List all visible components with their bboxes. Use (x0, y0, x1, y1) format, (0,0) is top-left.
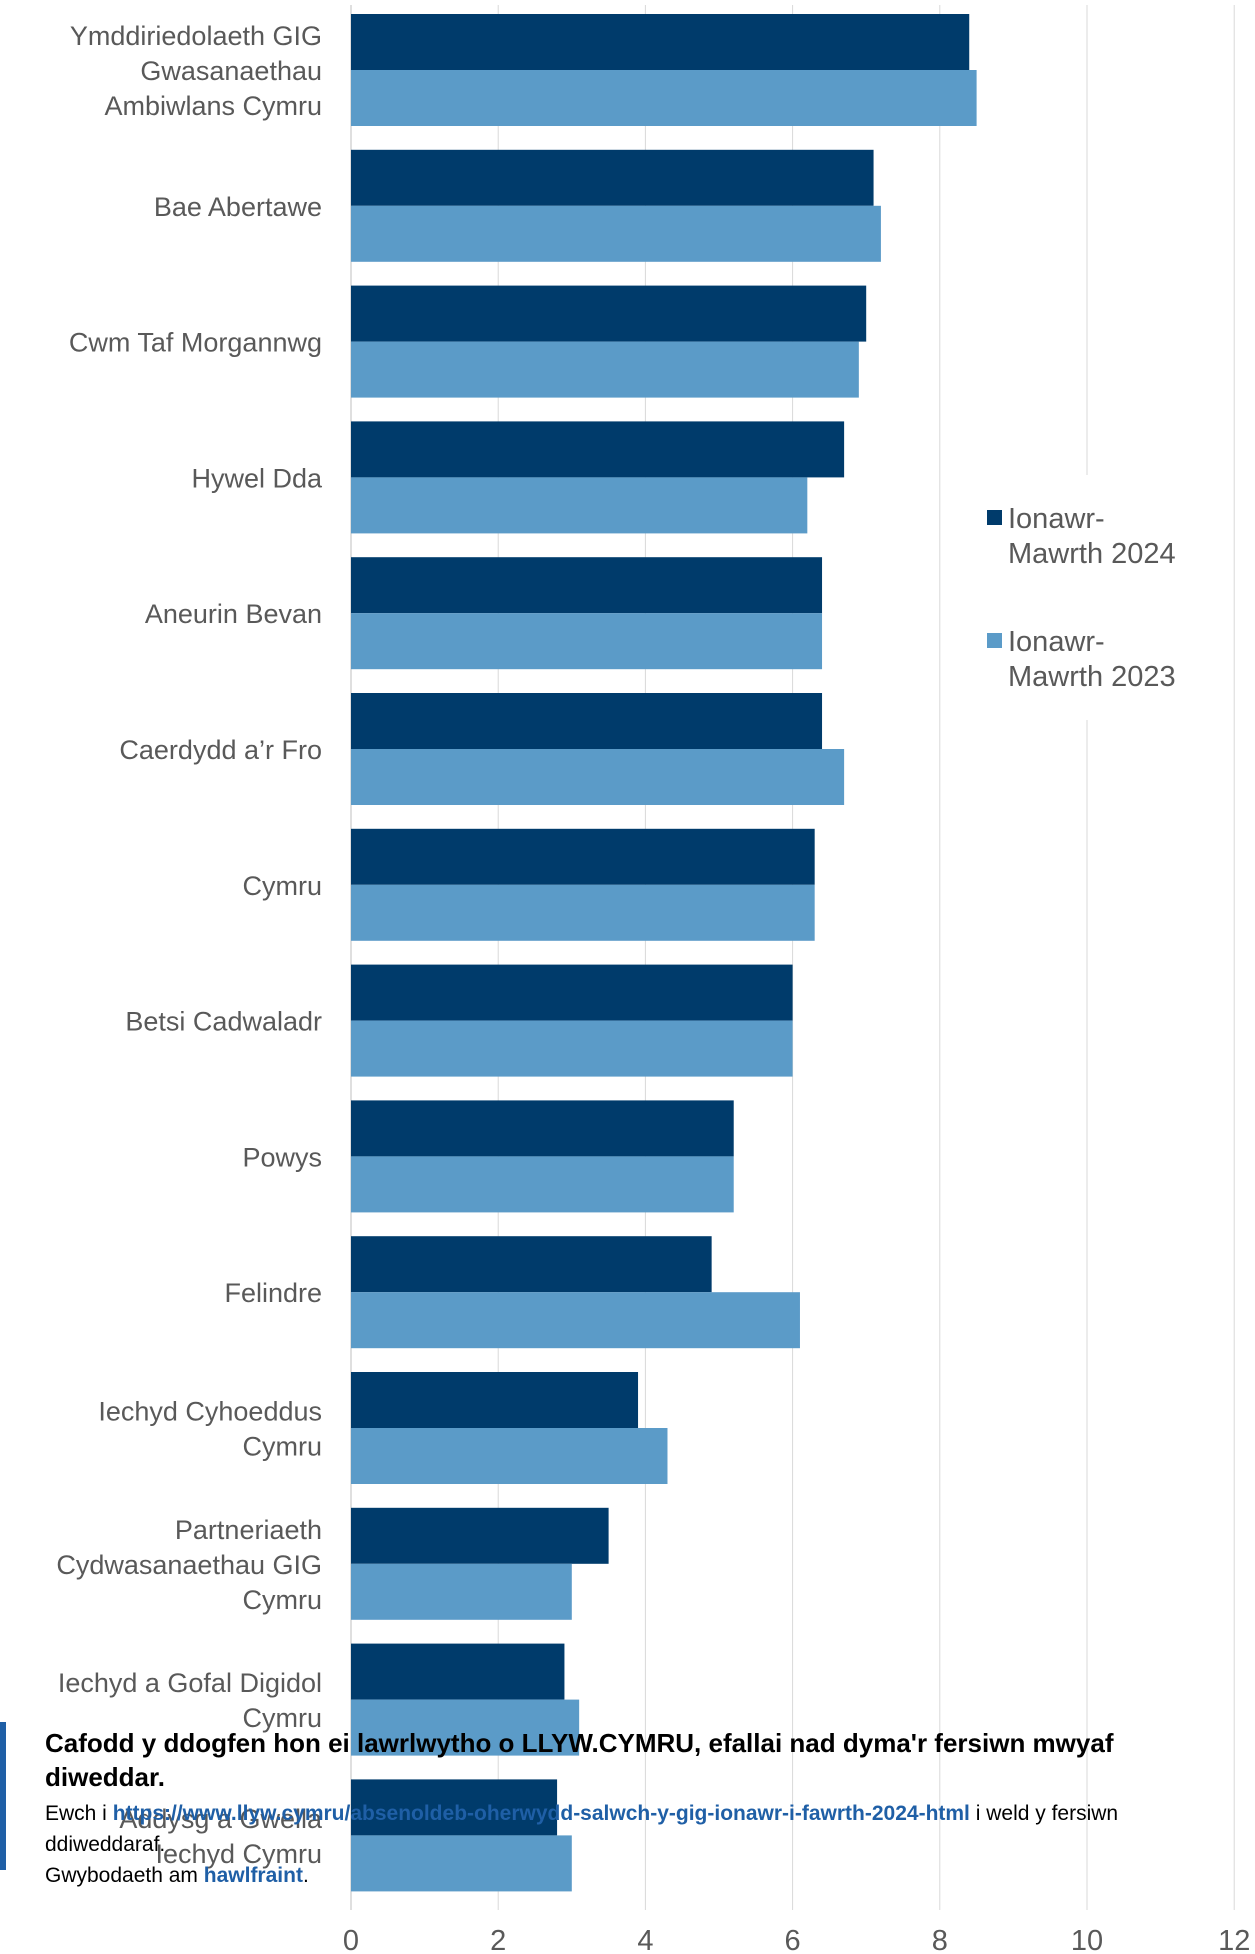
bar-2024 (351, 14, 970, 70)
bar-2023 (351, 341, 859, 398)
x-tick-label: 2 (490, 1925, 506, 1954)
category-label: Hywel Dda (191, 463, 323, 493)
copyright-link[interactable]: hawlfraint (203, 1864, 303, 1887)
bar-2023 (351, 70, 977, 126)
bar-2024 (351, 964, 793, 1021)
copyright-suffix: . (302, 1864, 309, 1887)
bar-2024 (351, 693, 823, 749)
category-label: Bae Abertawe (154, 192, 322, 222)
bar-2023 (351, 1292, 800, 1349)
bar-2023 (351, 477, 808, 534)
category-label: Powys (242, 1142, 322, 1172)
x-axis-ticks: 0 2 4 6 8 10 12 (343, 1925, 1250, 1954)
bar-2023 (351, 1835, 572, 1892)
category-label: Betsi Cadwaladr (125, 1007, 322, 1037)
bar-2024 (351, 1100, 734, 1157)
bar-2023 (351, 205, 881, 262)
x-tick-label: 6 (785, 1925, 801, 1954)
category-label: Cymru (243, 871, 323, 901)
bar-2023 (351, 1699, 580, 1756)
bar-2024 (351, 1372, 639, 1428)
bar-2024 (351, 1507, 609, 1564)
x-tick-label: 4 (637, 1925, 653, 1954)
x-tick-label: 12 (1218, 1925, 1250, 1954)
category-label: Iechyd a Gofal Digidol Cymru (58, 1668, 322, 1733)
bar-2023 (351, 613, 823, 670)
category-label: Felindre (224, 1278, 322, 1308)
notice-prefix: Ewch i (45, 1802, 113, 1825)
bar-2023 (351, 1428, 668, 1484)
category-label: Caerdydd a’r Fro (119, 735, 322, 765)
bar-2024 (351, 421, 845, 478)
x-tick-label: 10 (1071, 1925, 1103, 1954)
category-label: Cwm Taf Morgannwg (69, 328, 322, 358)
category-labels: Ymddiriedolaeth GIG Gwasanaethau Ambiwlans… (56, 21, 323, 1869)
x-tick-label: 0 (343, 1925, 359, 1954)
copyright-prefix: Gwybodaeth am (45, 1864, 204, 1887)
bar-2023 (351, 749, 845, 805)
notice-suffix: i weld y fersiwn ddiweddaraf. (45, 1802, 1119, 1856)
category-label: Ymddiriedolaeth GIG Gwasanaethau Ambiwlans… (70, 21, 322, 121)
category-label: Aneurin Bevan (145, 599, 322, 629)
bar-2023 (351, 1156, 734, 1213)
bar-2023 (351, 884, 815, 941)
notice-latest-version: Ewch i https://www.llyw.cymru/absenoldeb… (45, 1798, 1225, 1860)
bar-2024 (351, 557, 823, 614)
download-notice: Cafodd y ddogfen hon ei lawrlwytho o LLY… (0, 1722, 1220, 1887)
category-label: Partneriaeth Cydwasanaethau GIG Cymru (56, 1515, 322, 1615)
legend-label-2023: Ionawr-Mawrth 2023 (1008, 626, 1176, 693)
bar-2024 (351, 1779, 558, 1836)
notice-copyright: Gwybodaeth am hawlfraint. (45, 1860, 1225, 1891)
bar-2023 (351, 1563, 572, 1620)
bar-2024 (351, 828, 815, 885)
legend-swatch-2023 (987, 633, 1002, 648)
category-label: Iechyd Cyhoeddus Cymru (98, 1397, 322, 1462)
category-label: Addysg a Gwella Iechyd Cymru (119, 1804, 323, 1869)
legend-label-2024: Ionawr-Mawrth 2024 (1008, 503, 1176, 570)
latest-version-link[interactable]: https://www.llyw.cymru/absenoldeb-oherwy… (112, 1802, 970, 1825)
x-tick-label: 8 (932, 1925, 948, 1954)
bar-2024 (351, 1236, 712, 1293)
bar-2024 (351, 1643, 565, 1700)
bars (351, 14, 977, 1892)
legend-swatch-2024 (987, 510, 1002, 525)
bar-2024 (351, 149, 874, 206)
bar-2023 (351, 1020, 793, 1077)
bar-2024 (351, 285, 867, 342)
notice-title: Cafodd y ddogfen hon ei lawrlwytho o LLY… (45, 1728, 1114, 1792)
legend: Ionawr-Mawrth 2024 Ionawr-Mawrth 2023 (975, 475, 1225, 720)
